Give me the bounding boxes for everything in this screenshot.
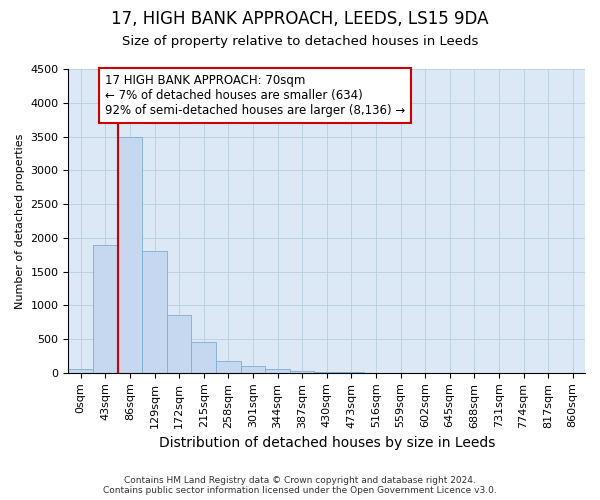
Bar xyxy=(265,369,290,373)
Bar xyxy=(216,361,241,373)
Text: 17 HIGH BANK APPROACH: 70sqm
← 7% of detached houses are smaller (634)
92% of se: 17 HIGH BANK APPROACH: 70sqm ← 7% of det… xyxy=(106,74,406,118)
Bar xyxy=(93,244,118,373)
X-axis label: Distribution of detached houses by size in Leeds: Distribution of detached houses by size … xyxy=(158,436,495,450)
Bar xyxy=(191,342,216,373)
Bar xyxy=(314,372,339,373)
Y-axis label: Number of detached properties: Number of detached properties xyxy=(15,133,25,308)
Text: 17, HIGH BANK APPROACH, LEEDS, LS15 9DA: 17, HIGH BANK APPROACH, LEEDS, LS15 9DA xyxy=(111,10,489,28)
Text: Contains HM Land Registry data © Crown copyright and database right 2024.
Contai: Contains HM Land Registry data © Crown c… xyxy=(103,476,497,495)
Bar xyxy=(167,316,191,373)
Bar xyxy=(118,136,142,373)
Bar xyxy=(68,370,93,373)
Bar xyxy=(142,252,167,373)
Bar xyxy=(241,366,265,373)
Text: Size of property relative to detached houses in Leeds: Size of property relative to detached ho… xyxy=(122,35,478,48)
Bar xyxy=(290,371,314,373)
